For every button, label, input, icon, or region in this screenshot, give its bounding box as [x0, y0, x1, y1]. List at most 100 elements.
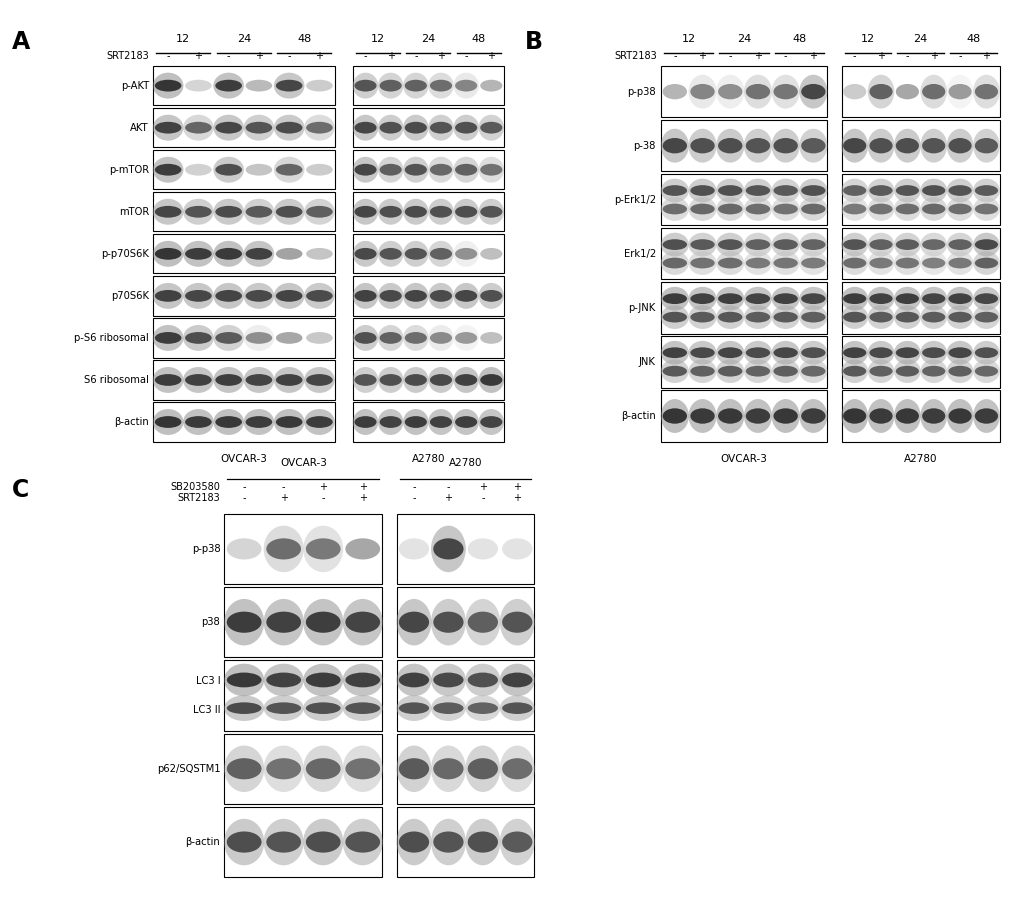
Ellipse shape	[396, 819, 431, 866]
Ellipse shape	[799, 179, 826, 202]
Ellipse shape	[972, 251, 999, 275]
Ellipse shape	[772, 408, 797, 424]
FancyBboxPatch shape	[353, 234, 503, 273]
Ellipse shape	[895, 408, 918, 424]
Ellipse shape	[743, 341, 771, 365]
Ellipse shape	[398, 538, 429, 559]
Ellipse shape	[396, 695, 431, 721]
Ellipse shape	[745, 138, 769, 153]
Ellipse shape	[184, 79, 212, 91]
Ellipse shape	[155, 416, 181, 428]
Ellipse shape	[843, 347, 865, 358]
Ellipse shape	[428, 157, 453, 183]
Ellipse shape	[354, 79, 376, 91]
Ellipse shape	[454, 79, 477, 91]
Ellipse shape	[468, 702, 497, 714]
Ellipse shape	[273, 73, 305, 99]
Ellipse shape	[974, 366, 997, 377]
Ellipse shape	[403, 241, 428, 267]
Text: JNK: JNK	[638, 357, 655, 367]
Ellipse shape	[921, 366, 945, 377]
Ellipse shape	[745, 258, 769, 269]
Text: 48: 48	[471, 34, 485, 44]
Ellipse shape	[405, 79, 427, 91]
Ellipse shape	[946, 251, 972, 275]
Ellipse shape	[662, 366, 687, 377]
Ellipse shape	[895, 294, 918, 304]
Ellipse shape	[378, 367, 403, 393]
Text: SRT2183: SRT2183	[106, 51, 149, 61]
Ellipse shape	[396, 664, 431, 696]
Ellipse shape	[894, 179, 920, 202]
Ellipse shape	[226, 702, 261, 714]
Ellipse shape	[354, 374, 376, 386]
Ellipse shape	[660, 359, 688, 383]
Ellipse shape	[690, 347, 714, 358]
Ellipse shape	[433, 612, 463, 633]
Ellipse shape	[398, 673, 429, 688]
Ellipse shape	[215, 164, 242, 175]
Ellipse shape	[153, 367, 183, 393]
Text: -: -	[412, 493, 416, 503]
Ellipse shape	[379, 374, 401, 386]
Text: -: -	[446, 482, 449, 492]
Text: 12: 12	[176, 34, 191, 44]
Ellipse shape	[688, 129, 715, 162]
Ellipse shape	[244, 409, 274, 435]
Ellipse shape	[429, 416, 451, 428]
Ellipse shape	[948, 239, 971, 250]
Ellipse shape	[353, 157, 378, 183]
Text: +: +	[444, 493, 452, 503]
Ellipse shape	[453, 367, 478, 393]
Ellipse shape	[974, 204, 997, 214]
Ellipse shape	[841, 129, 867, 162]
Ellipse shape	[431, 599, 466, 645]
Ellipse shape	[215, 332, 242, 343]
Ellipse shape	[867, 359, 894, 383]
Ellipse shape	[662, 347, 687, 358]
Ellipse shape	[244, 114, 274, 140]
Ellipse shape	[184, 332, 212, 343]
Ellipse shape	[843, 186, 865, 196]
Ellipse shape	[306, 832, 340, 853]
Ellipse shape	[894, 233, 920, 257]
Ellipse shape	[213, 157, 244, 183]
Ellipse shape	[843, 239, 865, 250]
Ellipse shape	[688, 399, 715, 433]
Ellipse shape	[478, 409, 503, 435]
Ellipse shape	[894, 287, 920, 310]
Ellipse shape	[264, 525, 304, 572]
Ellipse shape	[215, 79, 242, 91]
Text: OVCAR-3: OVCAR-3	[280, 458, 326, 468]
Ellipse shape	[275, 122, 303, 134]
Ellipse shape	[403, 73, 428, 99]
Ellipse shape	[772, 366, 797, 377]
Ellipse shape	[304, 367, 334, 393]
Ellipse shape	[745, 239, 769, 250]
Text: β-actin: β-actin	[114, 417, 149, 427]
Ellipse shape	[841, 179, 867, 202]
Ellipse shape	[800, 84, 824, 100]
Ellipse shape	[429, 206, 451, 218]
Ellipse shape	[743, 287, 771, 310]
Ellipse shape	[717, 294, 742, 304]
Text: +: +	[386, 51, 394, 61]
Ellipse shape	[499, 746, 534, 792]
Ellipse shape	[405, 374, 427, 386]
Ellipse shape	[405, 332, 427, 343]
Ellipse shape	[378, 409, 403, 435]
Ellipse shape	[224, 599, 264, 645]
Ellipse shape	[468, 832, 497, 853]
Ellipse shape	[429, 248, 451, 259]
Ellipse shape	[919, 233, 946, 257]
Ellipse shape	[353, 367, 378, 393]
FancyBboxPatch shape	[353, 402, 503, 441]
Text: p70S6K: p70S6K	[111, 291, 149, 301]
Ellipse shape	[919, 198, 946, 221]
Text: +: +	[319, 482, 327, 492]
Ellipse shape	[919, 359, 946, 383]
Text: +: +	[753, 51, 761, 61]
Ellipse shape	[405, 416, 427, 428]
Ellipse shape	[342, 599, 382, 645]
Ellipse shape	[213, 241, 244, 267]
